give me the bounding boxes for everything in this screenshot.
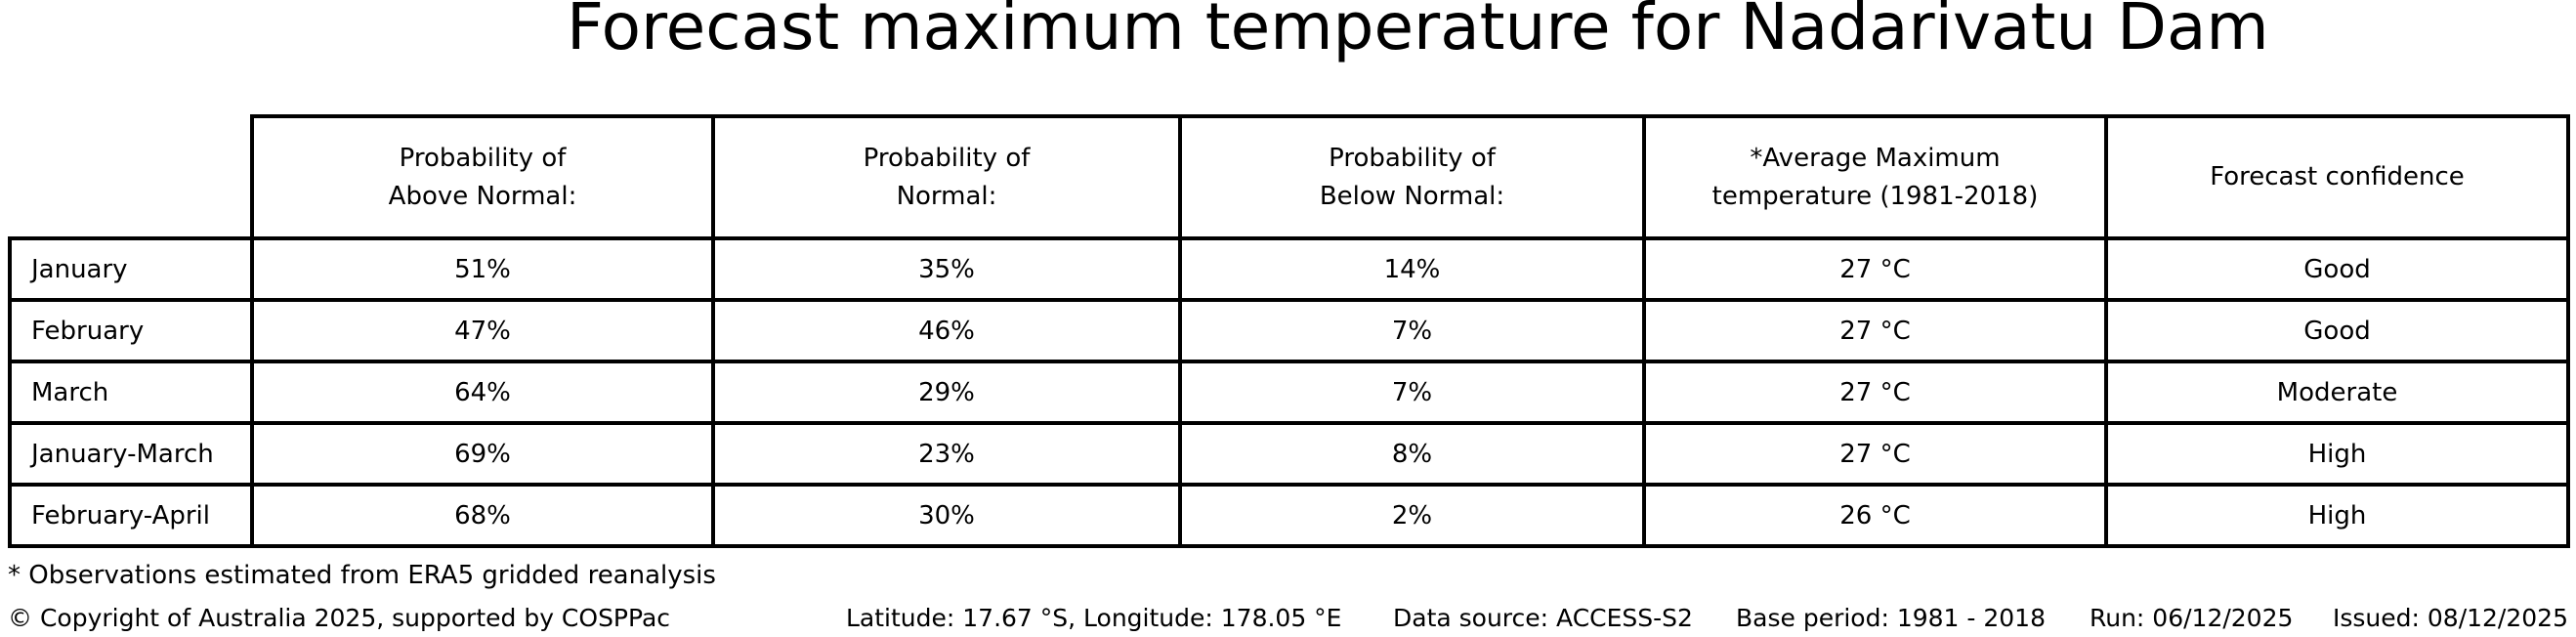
- cell-above-normal: 64%: [250, 360, 715, 425]
- table-row-march: March 64% 29% 7% 27 °C Moderate: [8, 360, 2570, 425]
- cell-forecast-confidence: High: [2104, 483, 2570, 548]
- footer-bar: © Copyright of Australia 2025, supported…: [0, 604, 2576, 637]
- cell-below-normal: 7%: [1178, 298, 1646, 363]
- cell-normal: 29%: [711, 360, 1182, 425]
- table-row-january: January 51% 35% 14% 27 °C Good: [8, 236, 2570, 302]
- row-label: February: [8, 298, 254, 363]
- footer-issued-date: Issued: 08/12/2025: [2333, 604, 2568, 632]
- footer-run-date: Run: 06/12/2025: [2090, 604, 2294, 632]
- row-label: February-April: [8, 483, 254, 548]
- table-row-february-april: February-April 68% 30% 2% 26 °C High: [8, 483, 2570, 548]
- cell-below-normal: 8%: [1178, 421, 1646, 487]
- forecast-table: Probability of Above Normal: Probability…: [8, 114, 2570, 548]
- cell-average-max-temperature: 27 °C: [1642, 236, 2108, 302]
- cell-above-normal: 69%: [250, 421, 715, 487]
- footer-copyright: © Copyright of Australia 2025, supported…: [8, 604, 671, 632]
- footnote-observations: * Observations estimated from ERA5 gridd…: [8, 561, 716, 590]
- row-label: January-March: [8, 421, 254, 487]
- header-row: Probability of Above Normal: Probability…: [10, 114, 2570, 240]
- cell-average-max-temperature: 26 °C: [1642, 483, 2108, 548]
- cell-below-normal: 14%: [1178, 236, 1646, 302]
- cell-average-max-temperature: 27 °C: [1642, 360, 2108, 425]
- cell-below-normal: 2%: [1178, 483, 1646, 548]
- page-title: Forecast maximum temperature for Nadariv…: [567, 0, 2269, 64]
- table-row-january-march: January-March 69% 23% 8% 27 °C High: [8, 421, 2570, 487]
- column-header-forecast-confidence: Forecast confidence: [2104, 114, 2570, 240]
- cell-forecast-confidence: High: [2104, 421, 2570, 487]
- cell-above-normal: 47%: [250, 298, 715, 363]
- cell-above-normal: 51%: [250, 236, 715, 302]
- cell-above-normal: 68%: [250, 483, 715, 548]
- cell-forecast-confidence: Good: [2104, 298, 2570, 363]
- cell-average-max-temperature: 27 °C: [1642, 421, 2108, 487]
- row-label: January: [8, 236, 254, 302]
- cell-forecast-confidence: Good: [2104, 236, 2570, 302]
- column-header-below-normal: Probability of Below Normal:: [1178, 114, 1646, 240]
- cell-normal: 35%: [711, 236, 1182, 302]
- footer-location: Latitude: 17.67 °S, Longitude: 178.05 °E: [846, 604, 1342, 632]
- column-header-normal: Probability of Normal:: [711, 114, 1182, 240]
- column-header-average-max-temperature: *Average Maximum temperature (1981-2018): [1642, 114, 2108, 240]
- cell-average-max-temperature: 27 °C: [1642, 298, 2108, 363]
- row-label: March: [8, 360, 254, 425]
- footer-base-period: Base period: 1981 - 2018: [1736, 604, 2046, 632]
- column-header-above-normal: Probability of Above Normal:: [250, 114, 715, 240]
- cell-forecast-confidence: Moderate: [2104, 360, 2570, 425]
- footer-data-source: Data source: ACCESS-S2: [1393, 604, 1693, 632]
- cell-normal: 46%: [711, 298, 1182, 363]
- cell-below-normal: 7%: [1178, 360, 1646, 425]
- cell-normal: 23%: [711, 421, 1182, 487]
- corner-empty-cell: [10, 116, 254, 240]
- table-row-february: February 47% 46% 7% 27 °C Good: [8, 298, 2570, 363]
- cell-normal: 30%: [711, 483, 1182, 548]
